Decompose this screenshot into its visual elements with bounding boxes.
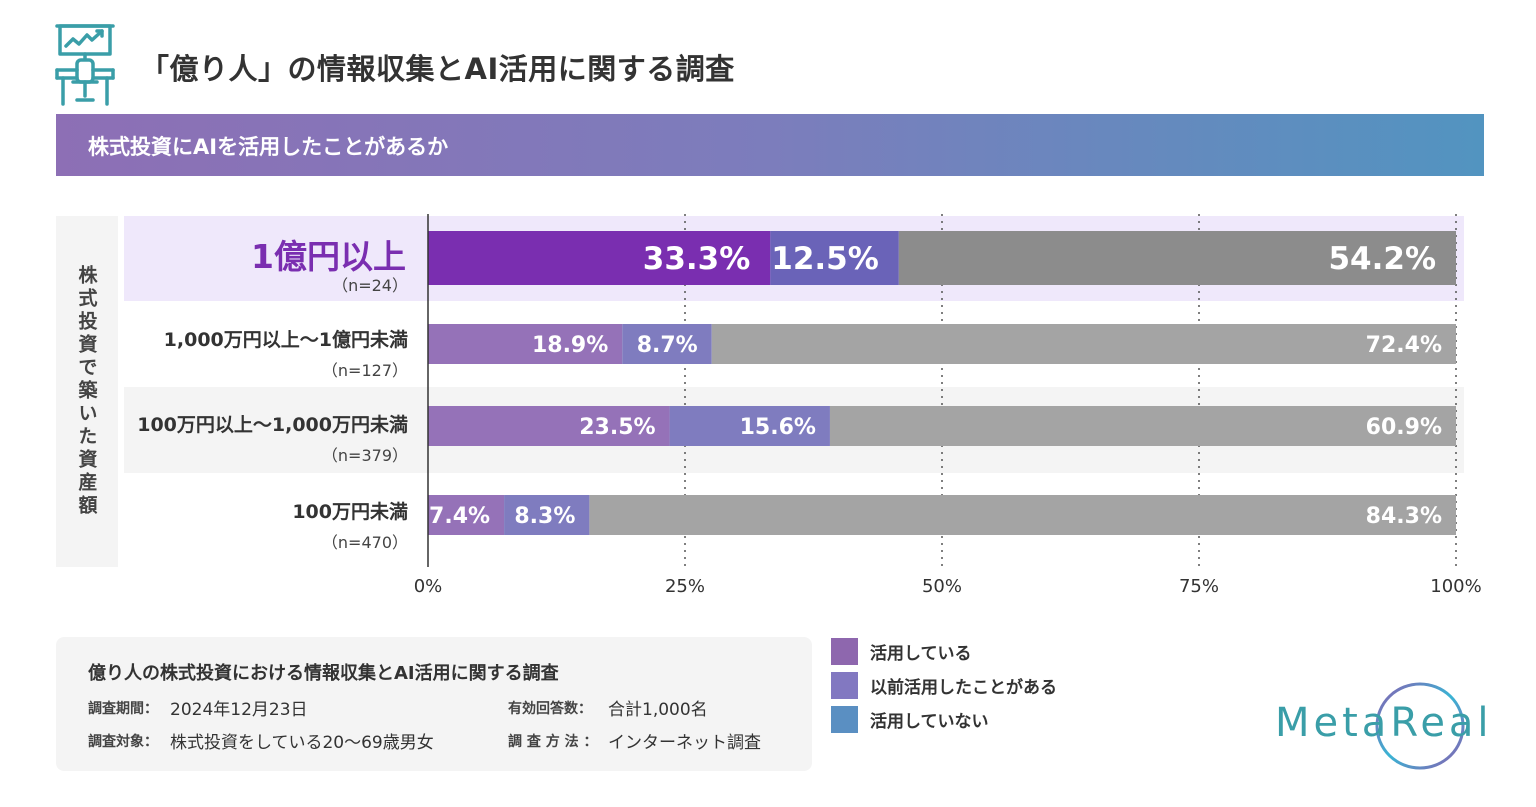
category-label: 1億円以上 [251,237,406,276]
responses-key: 有効回答数： [508,701,592,717]
page-title: 「億り人」の情報収集とAI活用に関する調査 [140,52,735,86]
x-tick-label: 75% [1179,576,1219,597]
data-label: 15.6% [740,415,816,440]
responses-value: 合計1,000名 [608,700,708,720]
legend-swatch [831,638,858,665]
data-label: 72.4% [1366,333,1442,358]
bar-segment [428,495,505,535]
data-label: 33.3% [643,241,751,277]
brand-name: MetaReal [1275,700,1493,746]
period-value: 2024年12月23日 [170,700,308,720]
section-header: 株式投資にAIを活用したことがあるか [56,114,1484,176]
category-label: 100万円以上〜1,000万円未満 [137,414,408,436]
bar-segment [504,495,590,535]
legend-label: 以前活用したことがある [870,678,1057,698]
data-label: 8.3% [514,504,575,529]
data-label: 7.4% [429,504,490,529]
data-label: 23.5% [579,415,655,440]
bar-segment [589,495,1456,535]
legend-item: 以前活用したことがある [831,672,1057,699]
presentation-desk-icon [55,24,115,106]
section-title: 株式投資にAIを活用したことがあるか [88,135,449,159]
category-n: （n=470） [321,533,408,552]
bar-segment [428,406,670,446]
bar-segment [711,324,1456,364]
legend-label: 活用している [870,644,972,664]
period-key: 調査期間： [88,701,158,717]
legend-swatch [831,672,858,699]
target-key: 調査対象： [88,734,158,750]
method-key: 調 査 方 法 ： [508,734,598,750]
data-label: 60.9% [1366,415,1442,440]
category-n: （n=24） [332,276,408,295]
brand-ring-icon [1375,682,1465,770]
data-label: 12.5% [771,241,879,277]
data-label: 54.2% [1328,241,1436,277]
bar-segment [898,231,1456,285]
category-label: 100万円未満 [292,501,408,523]
bar-segment [829,406,1456,446]
y-axis-label: 株式投資で築いた資産額 [75,265,98,518]
bar-segment [428,231,771,285]
legend-swatch [831,706,858,733]
x-tick-label: 100% [1430,576,1481,597]
info-title: 億り人の株式投資における情報収集とAI活用に関する調査 [88,663,559,684]
brand-logo: MetaReal [1275,680,1495,775]
legend-item: 活用していない [831,706,989,733]
data-label: 18.9% [532,333,608,358]
x-tick-label: 0% [414,576,443,597]
data-label: 84.3% [1366,504,1442,529]
y-axis-title: 株式投資で築いた資産額 [56,216,118,567]
legend-item: 活用している [831,638,972,665]
bar-segment [669,406,830,446]
category-n: （n=379） [321,446,408,465]
bar-segment [428,324,623,364]
x-tick-label: 50% [922,576,962,597]
category-label: 1,000万円以上〜1億円未満 [163,329,408,351]
category-n: （n=127） [321,361,408,380]
data-label: 8.7% [637,333,698,358]
method-value: インターネット調査 [608,733,761,753]
survey-info-box: 億り人の株式投資における情報収集とAI活用に関する調査 調査期間： 2024年1… [56,637,812,771]
bar-segment [622,324,712,364]
legend-label: 活用していない [870,712,989,732]
target-value: 株式投資をしている20〜69歳男女 [170,733,434,753]
bar-segment [770,231,899,285]
x-tick-label: 25% [665,576,705,597]
